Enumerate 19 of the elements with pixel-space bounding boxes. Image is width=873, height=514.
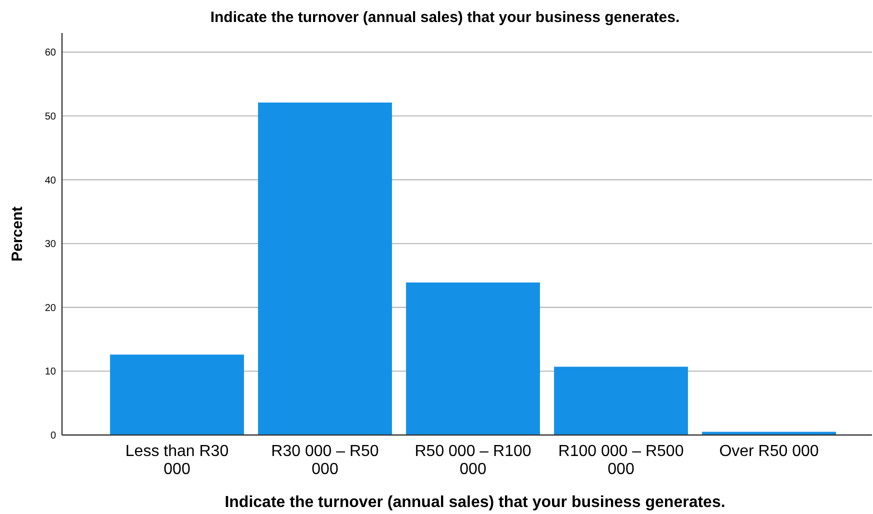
bar bbox=[554, 366, 688, 435]
bar bbox=[258, 102, 392, 435]
bar bbox=[406, 282, 540, 435]
y-tick-label: 50 bbox=[44, 111, 56, 122]
x-tick-label: R50 000 – R100 000 bbox=[414, 443, 532, 478]
y-tick-label: 20 bbox=[44, 302, 56, 314]
x-axis-title: Indicate the turnover (annual sales) that your business generates. bbox=[224, 494, 726, 511]
y-tick-label: 0 bbox=[50, 430, 56, 442]
y-tick-label: 30 bbox=[44, 239, 56, 250]
y-tick-label: 10 bbox=[44, 366, 56, 378]
y-tick-label: 40 bbox=[44, 175, 56, 186]
chart-title: Indicate the turnover (annual sales) that your business generates. bbox=[210, 9, 680, 26]
x-tick-label: Less than R30 000 bbox=[125, 443, 229, 478]
x-tick-label: R100 000 – R500 000 bbox=[558, 443, 684, 478]
y-axis-title: Percent bbox=[9, 206, 26, 262]
y-tick-label: 60 bbox=[44, 48, 56, 59]
x-tick-label: Over R50 000 bbox=[719, 443, 819, 460]
x-tick-label: R30 000 – R50 000 bbox=[271, 443, 379, 478]
bar bbox=[110, 354, 244, 435]
